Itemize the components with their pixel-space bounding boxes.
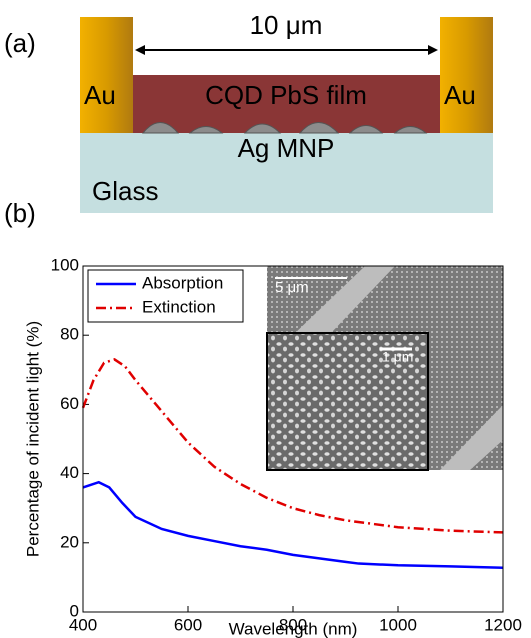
- legend-label: Extinction: [142, 297, 216, 316]
- legend-box: [87, 269, 244, 323]
- y-tick-label: 80: [60, 325, 79, 344]
- series-line: [82, 480, 504, 569]
- x-tick-label: 1000: [379, 615, 417, 634]
- x-tick-label: 800: [279, 615, 307, 634]
- plot-frame: [82, 265, 504, 613]
- panel-label: (a): [4, 28, 36, 58]
- y-tick-label: 0: [70, 601, 79, 620]
- inset-image: [266, 266, 503, 471]
- particles: [141, 122, 428, 134]
- glass: [80, 133, 493, 213]
- x-tick-label: 600: [174, 615, 202, 634]
- electrode-label: Au: [84, 80, 116, 110]
- film: [133, 75, 440, 133]
- substrate-label: Glass: [92, 176, 158, 206]
- legend-label: Absorption: [142, 273, 223, 292]
- scale-label: 5 μm: [275, 279, 309, 296]
- y-tick-label: 60: [60, 394, 79, 413]
- x-tick-label: 400: [69, 615, 97, 634]
- electrode: [80, 17, 133, 133]
- electrode-label: Au: [444, 80, 476, 110]
- scale-label: 1 μm: [382, 349, 413, 365]
- particle-label: Ag MNP: [238, 133, 335, 163]
- dimension-label: 10 μm: [250, 10, 323, 40]
- series-line: [81, 358, 504, 534]
- electrode: [440, 17, 493, 133]
- x-axis-label: Wavelength (nm): [229, 619, 358, 638]
- film-label: CQD PbS film: [205, 80, 367, 110]
- y-tick-label: 40: [60, 463, 79, 482]
- y-axis-label: Percentage of incident light (%): [23, 321, 42, 557]
- x-tick-label: 1200: [484, 615, 522, 634]
- panel-label: (b): [4, 198, 36, 228]
- y-tick-label: 100: [51, 255, 79, 274]
- y-tick-label: 20: [60, 532, 79, 551]
